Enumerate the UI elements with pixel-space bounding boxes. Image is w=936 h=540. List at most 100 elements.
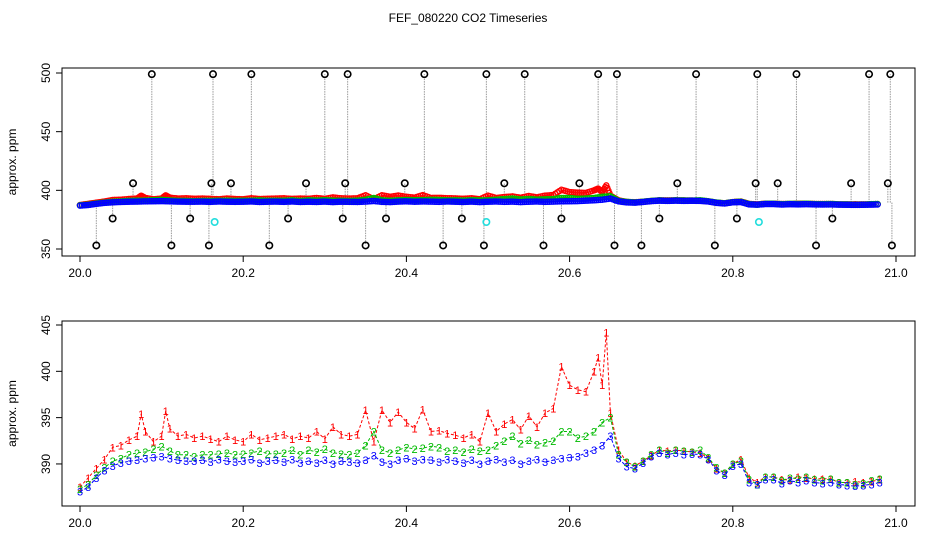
- series-point-red: 1: [713, 464, 719, 476]
- baseline-point: [684, 197, 692, 205]
- y-tick-label: 395: [39, 407, 53, 427]
- series-point-blue: 3: [828, 477, 834, 489]
- series-point-red: 1: [599, 380, 605, 392]
- excursion-point: [361, 241, 370, 250]
- baseline-point: [733, 198, 741, 206]
- excursion-point: [186, 214, 195, 223]
- series-point-blue: 3: [428, 455, 434, 467]
- series-point-red: 1: [183, 429, 189, 441]
- excursion-point: [108, 214, 117, 223]
- series-point-green: 2: [868, 476, 874, 488]
- series-point-green: 2: [314, 447, 320, 459]
- baseline-point: [688, 197, 696, 205]
- baseline-point: [162, 197, 169, 205]
- baseline-point: [819, 201, 826, 208]
- series-point-blue: 3: [567, 452, 573, 464]
- series-point-green: 2: [632, 462, 638, 474]
- excursion-point: [226, 179, 235, 188]
- series-point-blue: 3: [403, 453, 409, 465]
- series-point-red: 1: [297, 431, 303, 443]
- y-tick-label: 350: [39, 239, 53, 259]
- series-point-red: 1: [697, 448, 703, 460]
- baseline-point: [501, 198, 508, 206]
- baseline-point: [429, 198, 437, 205]
- excursion-point: [341, 179, 350, 188]
- bottom-panel: 20.0 20.2 20.4 20.6 20.8 21.0 390 395 400 405 appr…: [5, 315, 916, 530]
- series-point-green: 2: [754, 479, 760, 491]
- series-point-green: 2: [509, 431, 515, 443]
- series-point-blue: 3: [599, 440, 605, 452]
- series-point-red: 1: [603, 327, 609, 339]
- series-point-red: 1: [689, 447, 695, 459]
- baseline-point: [578, 189, 586, 197]
- baseline-point: [186, 198, 194, 205]
- baseline-point: [223, 198, 231, 205]
- excursion-point: [302, 179, 311, 188]
- baseline-point: [227, 198, 235, 206]
- baseline-point: [670, 197, 677, 204]
- excursion-point: [520, 70, 529, 79]
- series-point-red: 1: [403, 417, 409, 429]
- baseline-point: [668, 197, 675, 205]
- baseline-point: [190, 198, 198, 205]
- baseline-point: [874, 201, 881, 208]
- series-point-red: 1: [624, 457, 630, 469]
- series-point-blue: 3: [648, 452, 654, 464]
- baseline-point: [127, 198, 135, 205]
- series-point-green: 2: [444, 446, 450, 458]
- series-point-blue: 3: [746, 477, 752, 489]
- series-point-blue: 3: [542, 457, 548, 469]
- series-point-blue: 3: [322, 455, 328, 467]
- baseline-point: [872, 201, 879, 208]
- excursion-point: [865, 70, 874, 79]
- baseline-point: [129, 198, 137, 205]
- series-point-green: 2: [273, 449, 279, 461]
- excursion-point: [692, 70, 701, 79]
- series-point-red: 1: [224, 431, 230, 443]
- baseline-point: [219, 198, 227, 205]
- series-point-green: 2: [648, 450, 654, 462]
- series-point-green: 2: [705, 452, 711, 464]
- baseline-point: [205, 198, 212, 206]
- x-tick-label: 20.4: [395, 516, 419, 530]
- series-point-green: 2: [550, 436, 556, 448]
- baseline-point: [139, 198, 147, 205]
- y-tick-label: 400: [39, 361, 53, 381]
- series-point-blue: 3: [730, 461, 736, 473]
- baseline-point: [841, 201, 849, 208]
- series-point-blue: 3: [387, 459, 393, 471]
- series-point-red: 1: [444, 428, 450, 440]
- baseline-point: [180, 198, 188, 205]
- baseline-point: [123, 198, 131, 206]
- series-point-green: 2: [607, 413, 613, 425]
- baseline-point: [845, 201, 853, 209]
- baseline-point: [425, 198, 433, 205]
- series-point-blue: 3: [224, 456, 230, 468]
- baseline-point: [158, 197, 165, 205]
- series-point-blue: 3: [93, 473, 99, 485]
- series-point-blue: 3: [860, 480, 866, 492]
- series-point-red: 1: [632, 461, 638, 473]
- baseline-point: [337, 198, 345, 205]
- baseline-point: [794, 201, 802, 208]
- baseline-point: [570, 197, 577, 205]
- series-point-red: 1: [738, 454, 744, 466]
- series-point-blue: 3: [526, 456, 532, 468]
- excursion-point: [381, 214, 390, 223]
- baseline-point: [796, 201, 804, 208]
- baseline-point: [843, 201, 851, 209]
- series-point-blue: 3: [640, 458, 646, 470]
- baseline-point: [531, 198, 539, 205]
- series-point-green: 2: [305, 445, 311, 457]
- series-point-green: 2: [452, 445, 458, 457]
- series-point-red: 1: [575, 385, 581, 397]
- baseline-point: [762, 200, 769, 208]
- baseline-point: [199, 198, 206, 205]
- excursion-point: [167, 241, 176, 250]
- series-point-green: 2: [771, 472, 777, 484]
- baseline-point: [378, 198, 386, 206]
- series-point-blue: 3: [150, 452, 156, 464]
- series-point-red: 1: [216, 437, 222, 449]
- baseline-point: [764, 200, 771, 208]
- series-point-blue: 3: [607, 431, 613, 443]
